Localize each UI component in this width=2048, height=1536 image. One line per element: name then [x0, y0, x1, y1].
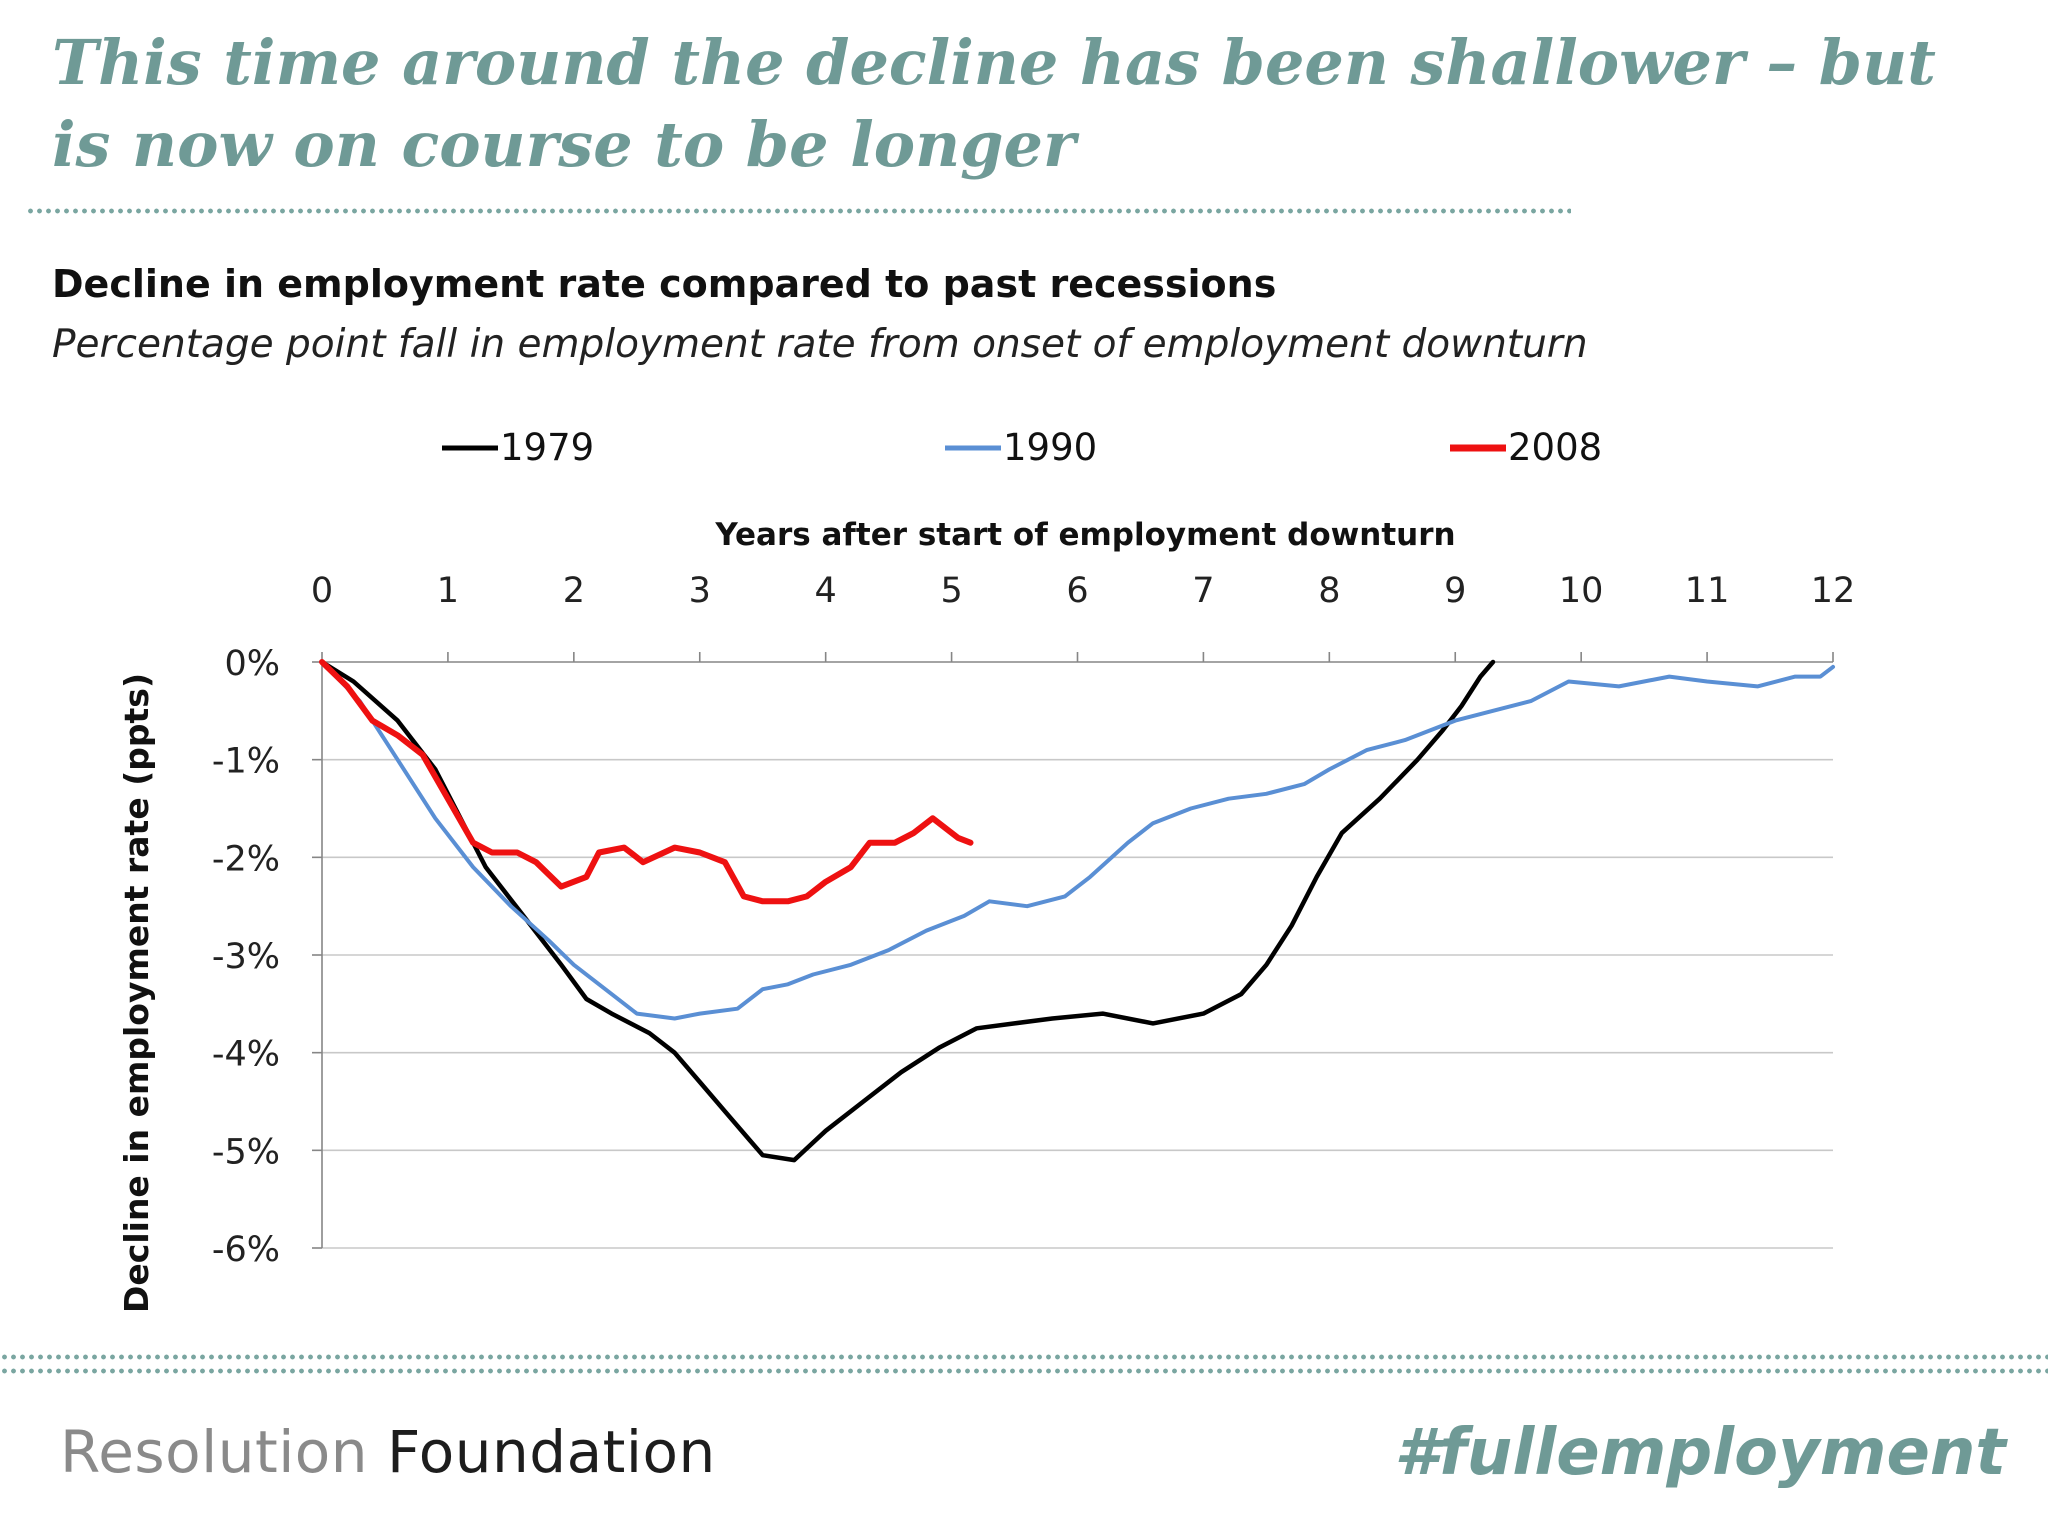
x-tick-label: 12	[1811, 571, 1856, 611]
y-tick-label: -5%	[212, 1132, 280, 1172]
x-tick-label: 0	[311, 571, 333, 611]
series-line-1979	[319, 659, 1496, 1163]
brand-logo: Resolution Foundation	[60, 1418, 716, 1486]
x-axis-title: Years after start of employment downturn	[714, 517, 1455, 553]
legend-label-1990: 1990	[1003, 426, 1097, 469]
legend-label-1979: 1979	[500, 426, 594, 469]
hashtag: #fullemployment	[1394, 1416, 2006, 1490]
y-axis-title: Decline in employment rate (ppts)	[117, 673, 156, 1313]
y-tick-label: -3%	[212, 937, 280, 977]
x-tick-label: 3	[689, 571, 711, 611]
x-tick-label: 6	[1066, 571, 1088, 611]
brand-name-light: Resolution	[60, 1418, 369, 1486]
x-tick-label: 1	[437, 571, 459, 611]
x-tick-label: 7	[1192, 571, 1214, 611]
x-tick-label: 2	[563, 571, 585, 611]
headline: This time around the decline has been sh…	[52, 26, 1936, 181]
series-line-1990	[320, 660, 1835, 1021]
x-tick-label: 4	[815, 571, 837, 611]
legend-label-2008: 2008	[1508, 426, 1602, 469]
series-line-2008	[319, 659, 974, 905]
bottom-dotted-divider	[0, 1352, 2048, 1362]
y-tick-label: -2%	[212, 839, 280, 879]
x-tick-label: 9	[1444, 571, 1466, 611]
bottom-dotted-divider-2	[0, 1366, 2048, 1376]
x-tick-label: 8	[1318, 571, 1340, 611]
chart-subtitle: Percentage point fall in employment rate…	[52, 322, 1588, 367]
x-tick-label: 10	[1559, 571, 1604, 611]
chart-title: Decline in employment rate compared to p…	[52, 262, 1277, 306]
y-tick-label: 0%	[224, 644, 280, 684]
x-tick-label: 11	[1685, 571, 1730, 611]
y-tick-label: -6%	[212, 1230, 280, 1270]
y-tick-label: -4%	[212, 1035, 280, 1075]
top-dotted-divider	[26, 206, 1571, 216]
line-chart: 0%-1%-2%-3%-4%-5%-6%0 1 2 3 4 5 6 7 8 9 10 11 12Year…	[117, 426, 1856, 1313]
y-tick-label: -1%	[212, 742, 280, 782]
x-tick-label: 5	[940, 571, 962, 611]
brand-name-strong: Foundation	[387, 1418, 716, 1486]
